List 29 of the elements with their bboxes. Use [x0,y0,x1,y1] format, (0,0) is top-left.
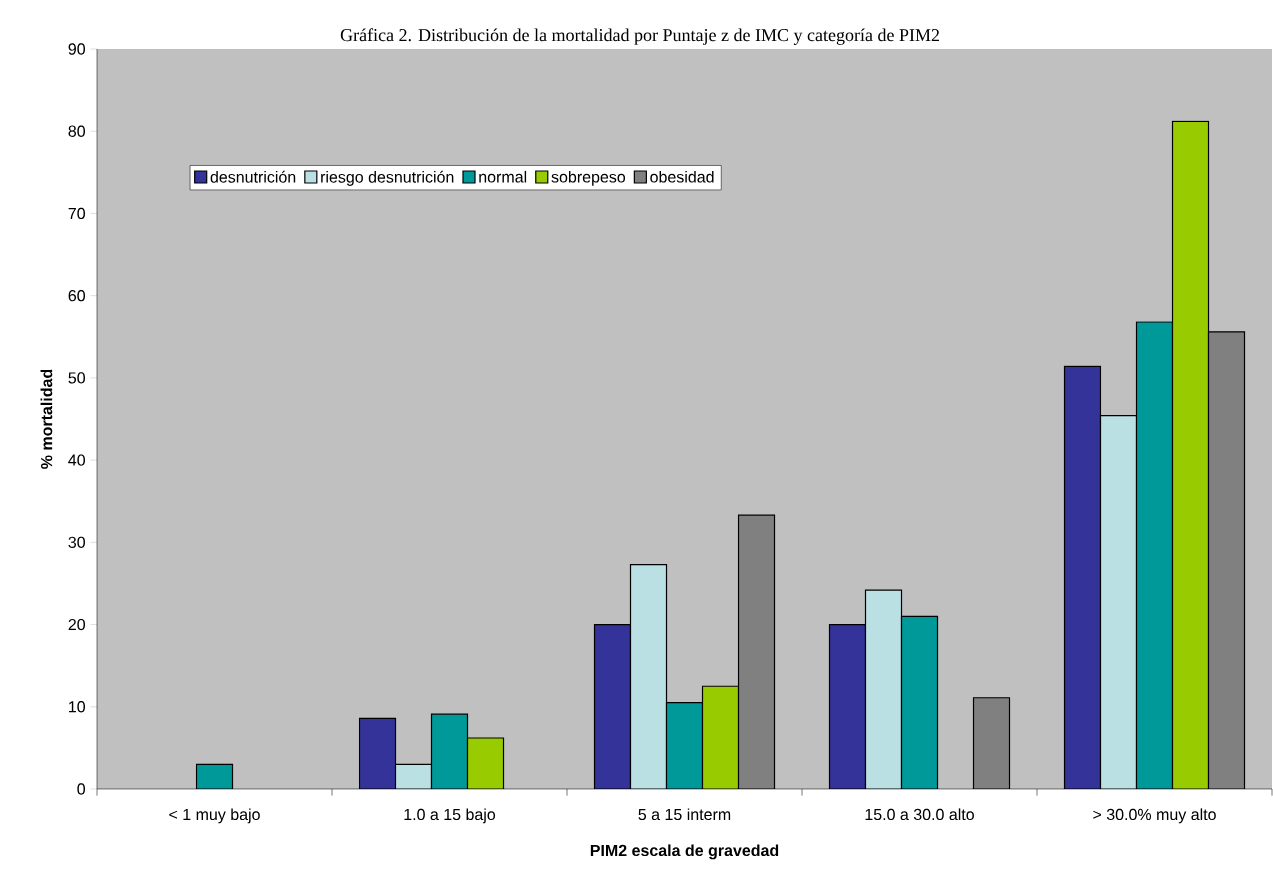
legend-label: obesidad [650,170,714,183]
bar [1207,331,1246,789]
x-tick-label: 15.0 a 30.0 alto [865,808,974,821]
x-tick-label: 1.0 a 15 bajo [404,808,496,824]
bar [972,697,1011,789]
y-tick-label: 30 [68,536,86,548]
y-tick-label: 10 [69,701,86,713]
legend-label: normal [479,170,527,183]
chart-title: Gráfica 2. Distribución de la mortalidad por Puntaje z de IMC y categoría de PIM2 [340,28,939,45]
legend-label: riesgo desnutrición [321,170,454,186]
y-tick-label: 80 [68,125,86,137]
x-tick-label: 5 a 15 interm [638,808,731,821]
bar [1171,120,1210,789]
y-tick-label: 40 [68,454,86,466]
y-tick-label: 20 [68,618,86,631]
bar [701,685,740,789]
x-tick-label: < 1 muy bajo [169,808,260,824]
y-tick-label: 50 [68,372,86,384]
bar [737,514,776,789]
y-tick-label: 60 [68,290,86,302]
legend-label: sobrepeso [551,170,626,186]
y-tick-label: 0 [77,783,86,795]
x-tick-label: > 30.0% muy alto [1093,808,1216,824]
y-axis-title: % mortalidad [40,369,53,469]
y-tick-label: 70 [68,207,86,220]
x-axis-title: PIM2 escala de gravedad [590,844,779,860]
legend-label: desnutrición [210,170,296,183]
bar [466,737,505,789]
y-tick-label: 90 [68,43,86,55]
